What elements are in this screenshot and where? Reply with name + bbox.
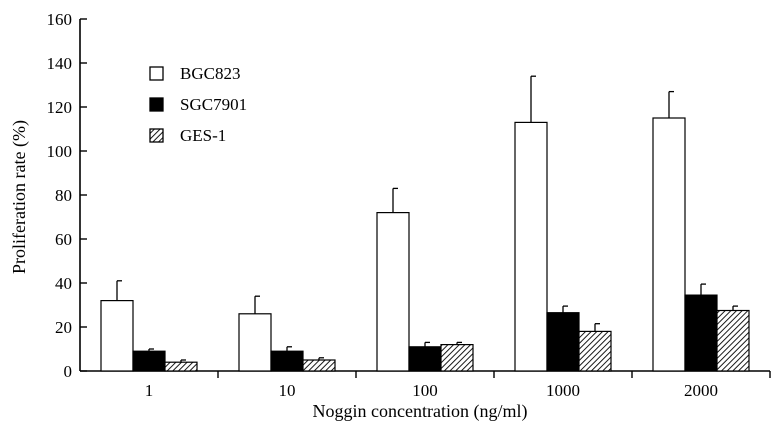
x-tick-label: 1000 — [546, 381, 580, 400]
bar — [238, 313, 272, 372]
y-tick-label: 120 — [47, 98, 73, 117]
legend-label: GES-1 — [180, 126, 226, 145]
y-tick-label: 0 — [64, 362, 73, 381]
y-tick-label: 160 — [47, 10, 73, 29]
y-tick-label: 20 — [55, 318, 72, 337]
bar — [684, 294, 718, 372]
bar — [578, 330, 612, 372]
legend-swatch — [149, 66, 164, 81]
x-tick-label: 2000 — [684, 381, 718, 400]
y-tick-label: 140 — [47, 54, 73, 73]
y-tick-label: 80 — [55, 186, 72, 205]
legend: BGC823 SGC7901 GES-1 — [149, 64, 247, 145]
bar — [132, 350, 166, 372]
bar — [100, 300, 134, 372]
y-axis-title: Proliferation rate (%) — [9, 120, 30, 274]
x-tick-label: 1 — [145, 381, 154, 400]
bar — [440, 344, 474, 372]
x-tick-label: 100 — [412, 381, 438, 400]
plot-area: 0 20 40 60 80 100 120 140 160 1 10 100 1000 2000 — [47, 10, 771, 400]
y-tick-label: 100 — [47, 142, 73, 161]
bar — [408, 346, 442, 372]
y-tick-label: 40 — [55, 274, 72, 293]
bar — [302, 359, 336, 372]
x-tick-label: 10 — [279, 381, 296, 400]
x-axis-title: Noggin concentration (ng/ml) — [313, 401, 528, 422]
bar — [716, 309, 750, 372]
legend-swatch — [149, 128, 164, 143]
bar — [270, 350, 304, 372]
legend-label: BGC823 — [180, 64, 240, 83]
bar — [164, 361, 198, 372]
legend-label: SGC7901 — [180, 95, 247, 114]
bar — [514, 121, 548, 372]
bar — [546, 312, 580, 372]
bar — [376, 212, 410, 372]
y-tick-label: 60 — [55, 230, 72, 249]
legend-swatch — [149, 97, 164, 112]
bar — [652, 117, 686, 372]
